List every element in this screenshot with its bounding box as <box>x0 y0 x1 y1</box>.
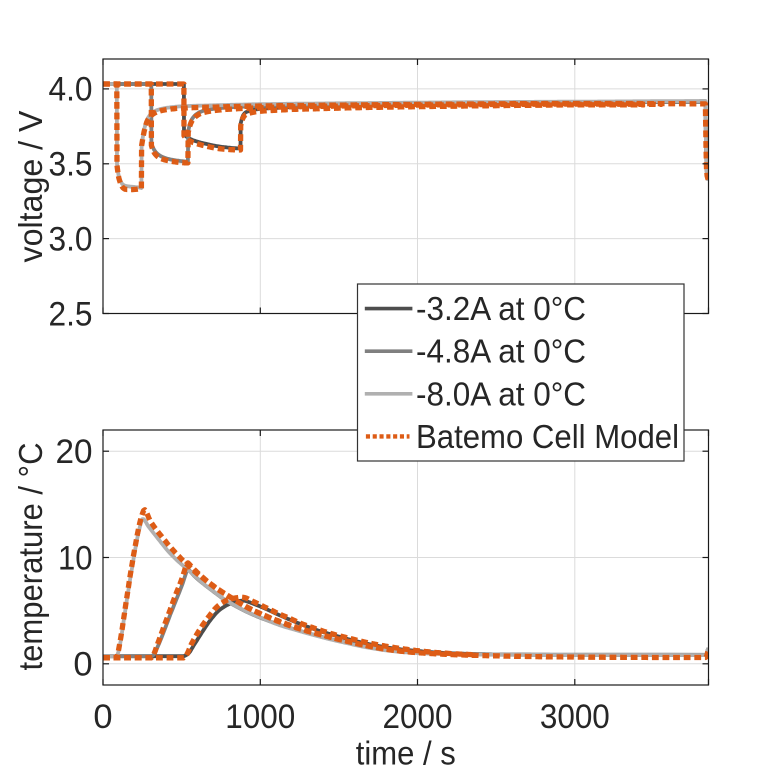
svg-text:0: 0 <box>73 646 92 684</box>
svg-text:3000: 3000 <box>540 698 610 736</box>
svg-text:2000: 2000 <box>383 698 453 736</box>
svg-text:4.0: 4.0 <box>49 71 93 109</box>
svg-text:voltage / V: voltage / V <box>12 111 49 263</box>
svg-text:3.0: 3.0 <box>49 220 93 258</box>
svg-text:2.5: 2.5 <box>49 295 93 333</box>
svg-text:-8.0A at 0°C: -8.0A at 0°C <box>416 375 586 412</box>
svg-text:3.5: 3.5 <box>49 146 93 184</box>
svg-text:-3.2A at 0°C: -3.2A at 0°C <box>416 290 586 327</box>
svg-text:temperature / °C: temperature / °C <box>12 443 49 671</box>
svg-text:20: 20 <box>56 433 93 471</box>
svg-text:Batemo Cell Model: Batemo Cell Model <box>416 418 679 455</box>
svg-text:time / s: time / s <box>356 735 456 772</box>
svg-text:10: 10 <box>58 539 93 577</box>
svg-text:0: 0 <box>93 698 112 736</box>
svg-text:1000: 1000 <box>225 698 295 736</box>
svg-text:-4.8A at 0°C: -4.8A at 0°C <box>416 333 586 370</box>
